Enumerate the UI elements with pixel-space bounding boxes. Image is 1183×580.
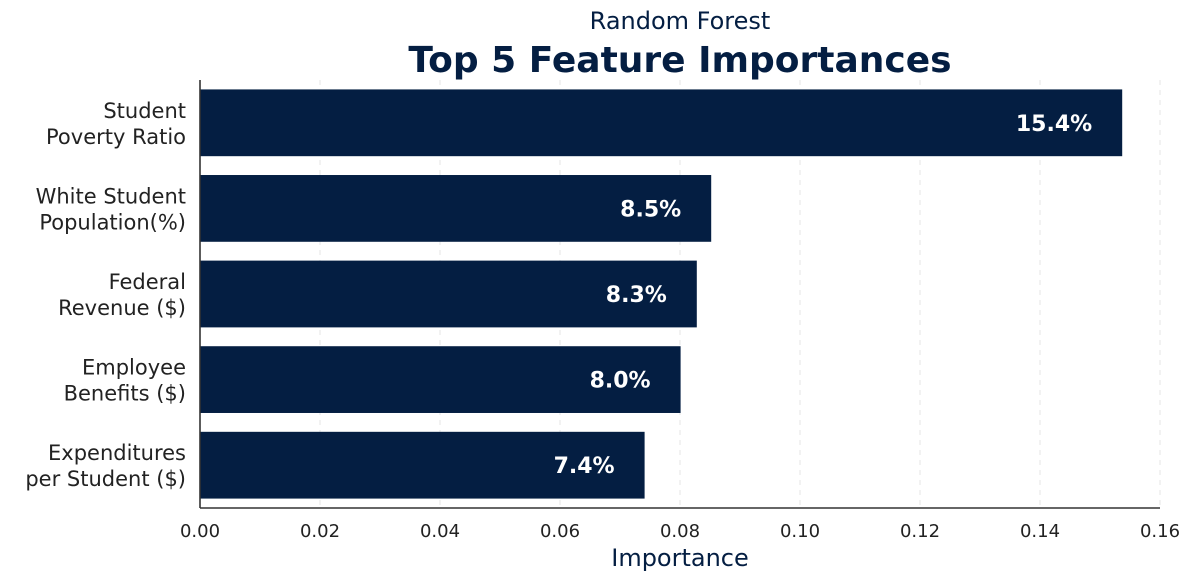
bar-value-label: 8.0% <box>590 369 651 394</box>
chart-subtitle: Random Forest <box>590 7 771 35</box>
x-tick-label: 0.04 <box>420 521 460 542</box>
x-axis-ticks: 0.00 0.02 0.04 0.06 0.08 0.10 0.12 0.14 0.16 <box>180 521 1180 542</box>
y-category-label: Employee <box>82 356 186 380</box>
bar <box>200 175 712 242</box>
bar <box>200 346 681 413</box>
bar-value-label: 8.5% <box>620 197 681 222</box>
y-category-label: per Student ($) <box>25 467 186 491</box>
y-category-label: Federal <box>109 270 186 294</box>
bar <box>200 260 697 328</box>
x-tick-label: 0.06 <box>540 521 580 542</box>
x-tick-label: 0.08 <box>660 521 700 542</box>
bar <box>200 89 1123 157</box>
y-category-label: Poverty Ratio <box>46 125 186 149</box>
x-tick-label: 0.00 <box>180 521 220 542</box>
y-category-label: Benefits ($) <box>64 382 186 406</box>
y-category-label: Population(%) <box>39 210 186 234</box>
bar-value-label: 7.4% <box>554 454 615 479</box>
y-category-label: Revenue ($) <box>58 296 186 320</box>
x-tick-label: 0.02 <box>300 521 340 542</box>
y-category-label: White Student <box>36 184 186 208</box>
bars-group: 15.4% 8.5% 8.3% 8.0% 7.4% <box>200 89 1123 499</box>
y-category-label: Expenditures <box>48 441 186 465</box>
y-category-label: Student <box>103 99 186 123</box>
chart-title: Top 5 Feature Importances <box>408 40 951 81</box>
x-tick-label: 0.14 <box>1020 521 1060 542</box>
x-tick-label: 0.12 <box>900 521 940 542</box>
bar-value-label: 8.3% <box>606 283 667 308</box>
x-tick-label: 0.10 <box>780 521 820 542</box>
bar <box>200 431 645 499</box>
x-tick-label: 0.16 <box>1140 521 1180 542</box>
x-axis-title: Importance <box>611 544 749 572</box>
bar-value-label: 15.4% <box>1016 112 1092 137</box>
